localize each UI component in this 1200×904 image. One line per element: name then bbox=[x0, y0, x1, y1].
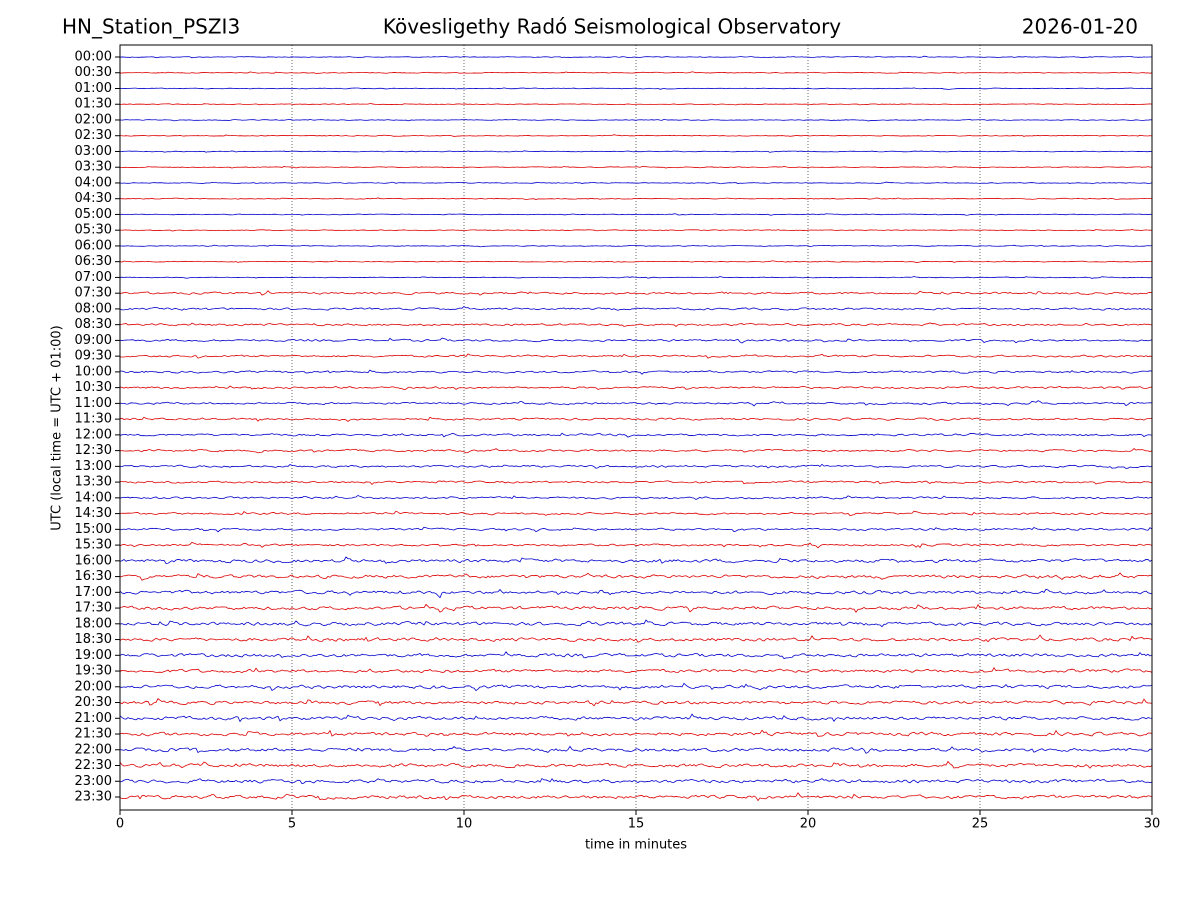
y-tick-label: 03:00 bbox=[75, 144, 112, 159]
y-tick-label: 16:30 bbox=[75, 569, 112, 584]
y-tick-label: 21:30 bbox=[75, 727, 112, 742]
y-tick-label: 01:30 bbox=[75, 97, 112, 112]
y-tick-label: 04:30 bbox=[75, 191, 112, 206]
y-tick-label: 10:00 bbox=[75, 364, 112, 379]
y-tick-label: 17:30 bbox=[75, 601, 112, 616]
y-tick-label: 14:00 bbox=[75, 490, 112, 505]
y-tick-label: 02:00 bbox=[75, 112, 112, 127]
y-tick-label: 23:30 bbox=[75, 790, 112, 805]
y-tick-label: 11:30 bbox=[75, 412, 112, 427]
y-tick-label: 20:30 bbox=[75, 695, 112, 710]
y-tick-label: 10:30 bbox=[75, 380, 112, 395]
y-tick-label: 22:30 bbox=[75, 758, 112, 773]
x-tick-label: 30 bbox=[1144, 817, 1161, 832]
x-tick-label: 0 bbox=[116, 817, 124, 832]
y-tick-label: 15:00 bbox=[75, 522, 112, 537]
chart-title: Kövesligethy Radó Seismological Observat… bbox=[383, 15, 841, 39]
y-tick-label: 23:00 bbox=[75, 774, 112, 789]
y-tick-label: 07:30 bbox=[75, 286, 112, 301]
y-tick-label: 08:30 bbox=[75, 317, 112, 332]
chart-date: 2026-01-20 bbox=[1022, 15, 1138, 39]
y-tick-label: 11:00 bbox=[75, 396, 112, 411]
y-tick-label: 21:00 bbox=[75, 711, 112, 726]
x-tick-label: 10 bbox=[456, 817, 473, 832]
y-tick-label: 03:30 bbox=[75, 160, 112, 175]
y-tick-label: 17:00 bbox=[75, 585, 112, 600]
y-tick-label: 05:30 bbox=[75, 223, 112, 238]
x-tick-label: 15 bbox=[628, 817, 645, 832]
y-tick-label: 22:00 bbox=[75, 742, 112, 757]
y-tick-label: 19:00 bbox=[75, 648, 112, 663]
x-tick-label: 25 bbox=[972, 817, 989, 832]
y-tick-label: 13:00 bbox=[75, 459, 112, 474]
y-tick-label: 19:30 bbox=[75, 664, 112, 679]
y-tick-label: 20:00 bbox=[75, 679, 112, 694]
station-name: HN_Station_PSZI3 bbox=[62, 15, 240, 39]
y-axis-label: UTC (local time = UTC + 01:00) bbox=[50, 325, 65, 530]
y-tick-label: 01:00 bbox=[75, 81, 112, 96]
x-axis-label: time in minutes bbox=[585, 838, 687, 853]
x-tick-label: 20 bbox=[800, 817, 817, 832]
y-tick-label: 12:00 bbox=[75, 427, 112, 442]
y-tick-label: 12:30 bbox=[75, 443, 112, 458]
y-tick-label: 18:00 bbox=[75, 616, 112, 631]
y-tick-label: 09:30 bbox=[75, 349, 112, 364]
y-tick-label: 00:30 bbox=[75, 65, 112, 80]
y-tick-label: 04:00 bbox=[75, 175, 112, 190]
y-tick-label: 16:00 bbox=[75, 553, 112, 568]
y-tick-label: 09:00 bbox=[75, 333, 112, 348]
y-tick-label: 15:30 bbox=[75, 538, 112, 553]
y-tick-label: 18:30 bbox=[75, 632, 112, 647]
y-tick-label: 08:00 bbox=[75, 301, 112, 316]
y-tick-label: 02:30 bbox=[75, 128, 112, 143]
x-tick-label: 5 bbox=[288, 817, 296, 832]
y-tick-label: 06:00 bbox=[75, 238, 112, 253]
y-tick-label: 07:00 bbox=[75, 270, 112, 285]
y-tick-label: 14:30 bbox=[75, 506, 112, 521]
y-tick-label: 13:30 bbox=[75, 475, 112, 490]
y-tick-label: 05:00 bbox=[75, 207, 112, 222]
y-tick-label: 06:30 bbox=[75, 254, 112, 269]
y-tick-label: 00:00 bbox=[75, 50, 112, 65]
